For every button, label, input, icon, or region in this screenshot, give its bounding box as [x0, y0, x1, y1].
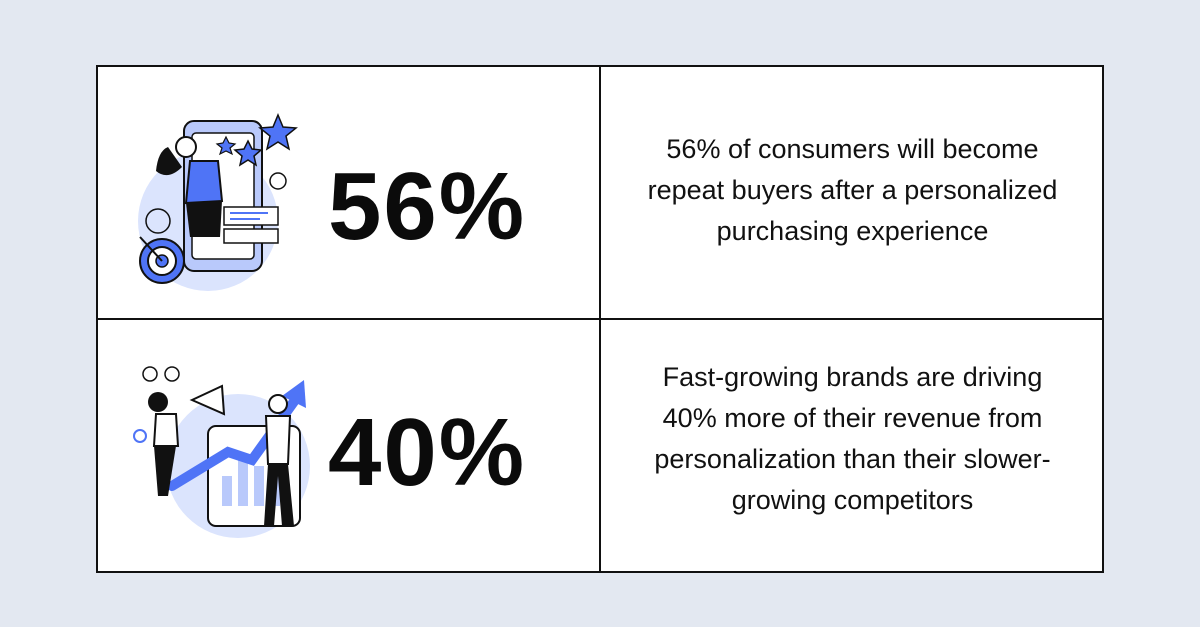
description-cell-2: Fast-growing brands are driving 40% more…	[601, 320, 1104, 573]
description-cell-1: 56% of consumers will become repeat buye…	[601, 67, 1104, 320]
woman-phone-stars-target-illustration	[138, 113, 298, 291]
stat-cell-1: 56%	[98, 67, 601, 320]
stat-description: Fast-growing brands are driving 40% more…	[654, 362, 1051, 515]
stat-cell-2: 40%	[98, 320, 601, 573]
stat-description: 56% of consumers will become repeat buye…	[647, 134, 1058, 246]
stat-value: 56%	[328, 153, 527, 260]
stat-value: 40%	[328, 399, 527, 506]
team-growth-chart-megaphone-illustration	[133, 366, 310, 538]
stats-table: 56% 56% of consumers will become repeat …	[96, 65, 1104, 573]
